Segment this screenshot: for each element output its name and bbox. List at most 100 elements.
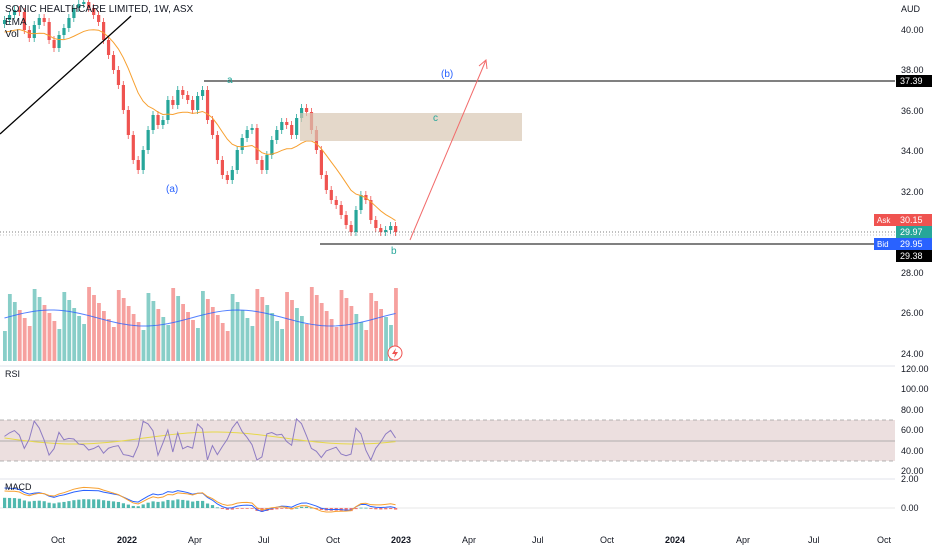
candle-body xyxy=(131,135,135,160)
candle-body xyxy=(394,226,398,232)
price-pane[interactable] xyxy=(0,0,895,365)
candle-body xyxy=(329,190,333,200)
candle-body xyxy=(354,210,358,232)
lightning-glyph xyxy=(392,348,398,358)
symbol-title[interactable]: SONIC HEALTHCARE LIMITED, 1W, ASX xyxy=(5,4,194,15)
rsi-tick: 120.00 xyxy=(901,364,929,374)
price-tick: 40.00 xyxy=(901,25,924,35)
time-tick: Oct xyxy=(877,535,892,545)
volume-bar xyxy=(270,313,275,361)
candle-body xyxy=(220,160,224,175)
time-tick: Oct xyxy=(600,535,615,545)
volume-bar xyxy=(52,321,57,361)
level-high-tag xyxy=(896,75,932,87)
rsi-label[interactable]: RSI xyxy=(5,369,20,379)
macd-histogram-bar xyxy=(196,500,200,508)
candle-body xyxy=(334,200,338,205)
macd-label[interactable]: MACD xyxy=(5,482,32,492)
candle-body xyxy=(156,115,160,125)
macd-histogram-bar xyxy=(309,507,314,509)
ask-tag-label xyxy=(874,214,896,226)
volume-bar xyxy=(235,302,240,361)
target-zone[interactable] xyxy=(300,113,522,141)
volume-bar xyxy=(319,303,324,361)
macd-histogram-bar xyxy=(225,508,229,510)
volume-bar xyxy=(354,314,359,361)
volume-bar xyxy=(349,306,354,361)
projection-arrow-head xyxy=(478,59,488,70)
candle-body xyxy=(32,25,36,38)
candle-body xyxy=(295,118,299,135)
volume-bar xyxy=(181,304,185,361)
macd-histogram-bar xyxy=(131,505,135,508)
time-tick: 2022 xyxy=(117,535,137,545)
macd-histogram-bar xyxy=(270,508,274,511)
candle-body xyxy=(235,150,239,170)
last-price-value: 29.97 xyxy=(900,227,923,237)
projection-arrow[interactable] xyxy=(409,59,487,241)
level-low-value: 29.38 xyxy=(900,251,923,261)
time-tick: 2024 xyxy=(665,535,685,545)
candle-body xyxy=(215,135,220,160)
ema-legend[interactable]: EMA xyxy=(5,17,27,28)
macd-histogram-bar xyxy=(176,499,180,508)
volume-bar xyxy=(106,319,111,361)
volume-bar xyxy=(57,329,62,361)
volume-bar xyxy=(136,322,141,361)
macd-histogram-bar xyxy=(121,503,125,508)
candle-body xyxy=(106,40,111,55)
vol-legend[interactable]: Vol xyxy=(5,29,19,40)
volume-ma-line xyxy=(4,309,396,327)
wave-label-b-upper: (b) xyxy=(441,69,453,80)
macd-histogram-bar xyxy=(201,500,205,508)
volume-bar xyxy=(72,308,77,361)
volume-bar xyxy=(77,316,82,361)
volume-bar xyxy=(196,328,200,361)
candle-body xyxy=(230,170,234,180)
rsi-ma-line xyxy=(4,431,396,445)
volume-bar xyxy=(389,325,393,361)
volume-bar xyxy=(161,317,166,361)
volume-bar xyxy=(240,310,245,361)
macd-histogram-bar xyxy=(186,500,190,508)
candle-body xyxy=(161,120,165,125)
volume-bar xyxy=(314,295,319,361)
macd-histogram-bar xyxy=(369,508,373,509)
volume-bar xyxy=(116,290,121,361)
candle-body xyxy=(225,175,229,180)
wave-label-a-lower: (a) xyxy=(166,184,178,195)
volume-bar xyxy=(7,294,12,361)
volume-bar xyxy=(225,331,230,361)
macd-histogram-bar xyxy=(280,508,284,509)
macd-histogram-bar xyxy=(304,506,309,508)
bid-label: Bid xyxy=(877,240,889,249)
candle-body xyxy=(57,35,61,48)
volume-bar xyxy=(67,300,72,361)
macd-histogram-bar xyxy=(215,507,220,509)
price-tick: 28.00 xyxy=(901,268,924,278)
time-axis[interactable] xyxy=(0,530,932,550)
macd-histogram-bar xyxy=(67,501,71,508)
candle-body xyxy=(255,128,259,160)
candle-body xyxy=(275,130,279,140)
price-axis[interactable] xyxy=(895,0,932,550)
macd-histogram-bar xyxy=(116,501,121,508)
wave-label-c: c xyxy=(433,113,438,124)
trend-line[interactable] xyxy=(0,15,132,135)
volume-bar xyxy=(186,312,190,361)
candle-body xyxy=(339,205,343,215)
volume-bar xyxy=(220,323,225,361)
candle-body xyxy=(92,8,96,15)
volume-bar xyxy=(290,300,294,361)
volume-bar xyxy=(141,330,146,361)
volume-bar xyxy=(285,292,289,361)
candle-body xyxy=(285,122,289,125)
candle-body xyxy=(82,2,86,4)
volume-bar xyxy=(384,317,388,361)
macd-histogram-bar xyxy=(102,500,106,508)
macd-histogram-bar xyxy=(126,504,130,508)
macd-histogram-bar xyxy=(32,500,36,508)
volume-bar xyxy=(37,297,42,361)
volume-bar xyxy=(334,327,339,361)
